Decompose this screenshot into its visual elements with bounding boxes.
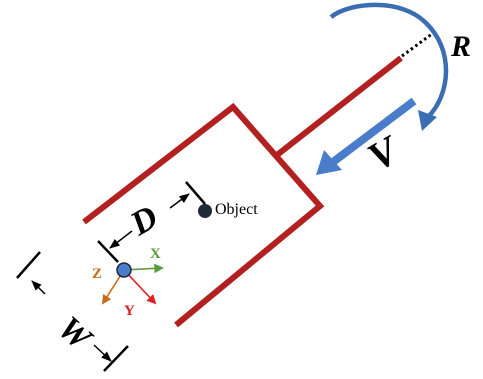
velocity-arrow: [316, 97, 417, 175]
rotation-arc-arrow: [329, 2, 449, 119]
frame-origin-dot: [116, 262, 132, 278]
distance-dimension: [97, 181, 206, 263]
gripper-jaws: [82, 102, 325, 328]
label-rotation: R: [450, 30, 471, 63]
label-axis-x: X: [150, 246, 161, 262]
label-distance: D: [124, 199, 165, 244]
gripper: [82, 55, 403, 328]
arm-axis-dotted: [401, 29, 437, 58]
object-dot: [198, 204, 212, 218]
width-dimension: [16, 251, 129, 372]
gripper-arm: [275, 55, 403, 158]
label-object: Object: [215, 201, 258, 218]
label-width: W: [51, 309, 100, 359]
coordinate-frame: X Y Z: [92, 246, 164, 319]
rotation-arrow-head: [418, 110, 437, 131]
label-axis-y: Y: [124, 303, 135, 319]
label-axis-z: Z: [92, 266, 102, 282]
